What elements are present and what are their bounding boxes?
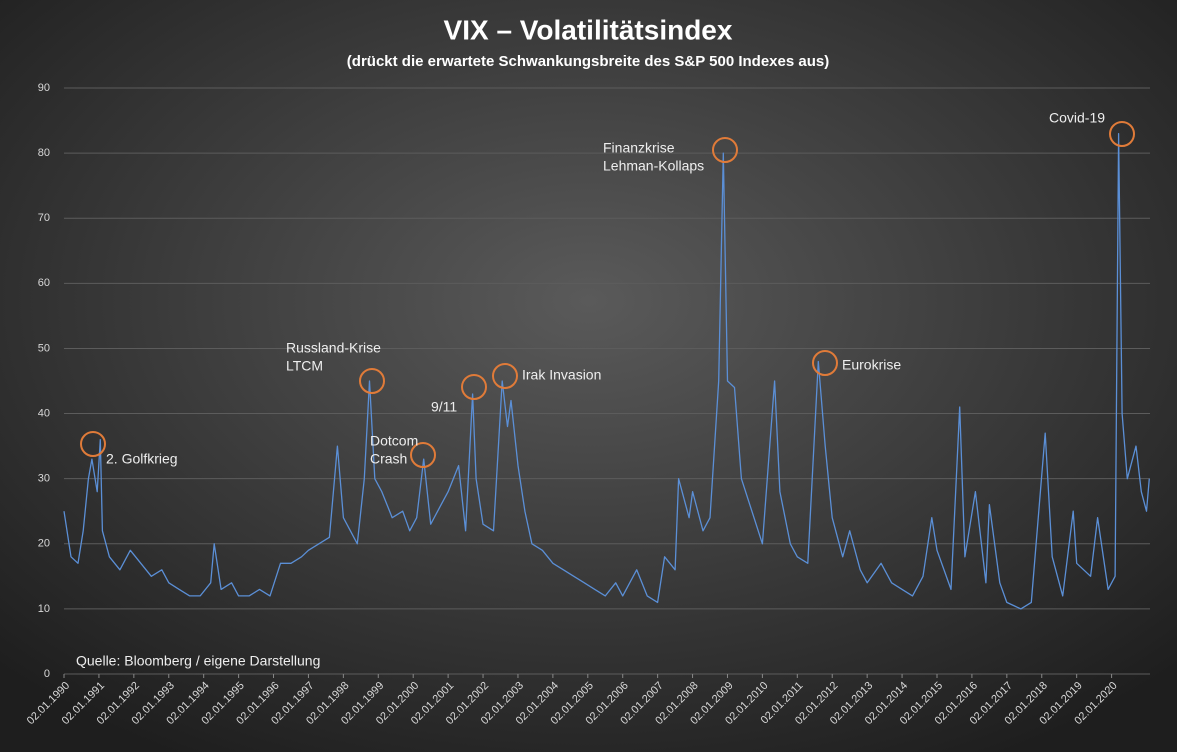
vix-line <box>63 132 1150 610</box>
annotation: Crash <box>370 451 407 467</box>
chart-title: VIX – Volatilitätsindex <box>444 14 733 45</box>
highlight-circle <box>410 442 436 468</box>
annotation: LTCM <box>286 358 323 374</box>
highlight-circle <box>1109 121 1135 147</box>
y-tick-label: 10 <box>38 603 50 615</box>
y-tick-label: 40 <box>38 407 50 419</box>
y-tick-label: 20 <box>38 538 50 550</box>
highlight-circle <box>712 137 738 163</box>
annotation: Covid-19 <box>1049 110 1105 126</box>
highlight-circle <box>461 374 487 400</box>
source-note: Quelle: Bloomberg / eigene Darstellung <box>76 653 320 669</box>
annotation: 2. Golfkrieg <box>106 451 178 467</box>
y-tick-label: 0 <box>44 668 50 680</box>
annotation: Dotcom <box>370 433 418 449</box>
y-tick-label: 30 <box>38 473 50 485</box>
chart-subtitle: (drückt die erwartete Schwankungsbreite … <box>347 53 829 70</box>
y-tick-label: 90 <box>38 82 50 94</box>
highlight-circle <box>492 363 518 389</box>
y-tick-label: 80 <box>38 147 50 159</box>
highlight-circle <box>80 431 106 457</box>
annotation: Lehman-Kollaps <box>603 158 704 174</box>
annotation: Irak Invasion <box>522 367 601 383</box>
annotation: 9/11 <box>431 399 457 415</box>
annotation: Finanzkrise <box>603 140 675 156</box>
y-tick-label: 60 <box>38 277 50 289</box>
highlight-circle <box>359 368 385 394</box>
y-tick-label: 70 <box>38 212 50 224</box>
highlight-circle <box>812 350 838 376</box>
y-tick-label: 50 <box>38 342 50 354</box>
annotation: Russland-Krise <box>286 340 381 356</box>
annotation: Eurokrise <box>842 357 901 373</box>
